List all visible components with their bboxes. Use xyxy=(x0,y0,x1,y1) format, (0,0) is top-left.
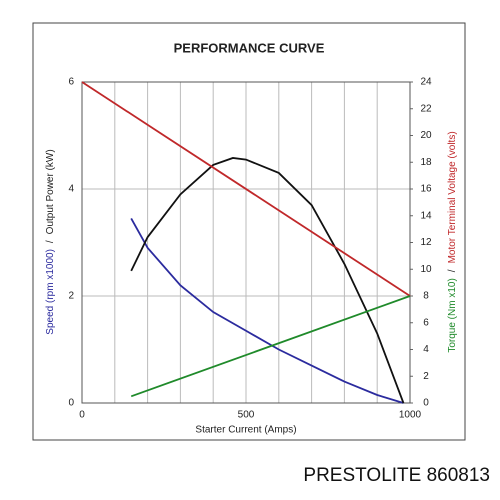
y2-tick-label: 4 xyxy=(423,344,429,355)
y-tick-label: 0 xyxy=(68,398,74,409)
y2-tick-label: 2 xyxy=(423,371,429,382)
y2-tick-label: 16 xyxy=(420,184,432,195)
series-line xyxy=(130,217,404,404)
axis-label-part: Output Power (kW) xyxy=(45,149,56,234)
y2-tick-label: 22 xyxy=(420,103,432,114)
series-line xyxy=(81,81,411,297)
y-tick-label: 4 xyxy=(68,184,74,195)
y2-tick-label: 8 xyxy=(423,291,429,302)
y2-axis-label: Torque (Nm x10) / Motor Terminal Voltage (… xyxy=(447,131,458,352)
footer: PRESTOLITE 860813 xyxy=(303,465,490,486)
y2-tick-label: 24 xyxy=(420,77,432,88)
series-line xyxy=(130,295,411,398)
axis-label-part: Motor Terminal Voltage (volts) xyxy=(447,131,458,263)
y-tick-label: 6 xyxy=(68,77,74,88)
y2-tick-label: 6 xyxy=(423,317,429,328)
y2-tick-label: 14 xyxy=(420,210,432,221)
y2-tick-label: 0 xyxy=(423,398,429,409)
y-axis-label: Speed (rpm x1000) / Output Power (kW) xyxy=(45,149,56,334)
axis-label-part: / xyxy=(447,269,458,272)
y2-tick-label: 20 xyxy=(420,130,432,141)
x-tick-label: 1000 xyxy=(399,410,422,421)
series-line xyxy=(130,157,405,404)
chart-title: PERFORMANCE CURVE xyxy=(174,40,325,55)
plot-area xyxy=(81,81,411,404)
x-axis-label: Starter Current (Amps) xyxy=(195,425,296,436)
y2-tick-label: 12 xyxy=(420,237,432,248)
chart-frame xyxy=(32,22,466,441)
y-tick-label: 2 xyxy=(68,291,74,302)
x-tick-label: 0 xyxy=(79,410,85,421)
y2-tick-label: 10 xyxy=(420,264,432,275)
x-tick-label: 500 xyxy=(238,410,255,421)
y2-tick-label: 18 xyxy=(420,157,432,168)
axis-label-part: Speed (rpm x1000) xyxy=(45,249,56,335)
axis-label-part: Torque (Nm x10) xyxy=(447,278,458,352)
axis-label-part: / xyxy=(45,240,56,243)
